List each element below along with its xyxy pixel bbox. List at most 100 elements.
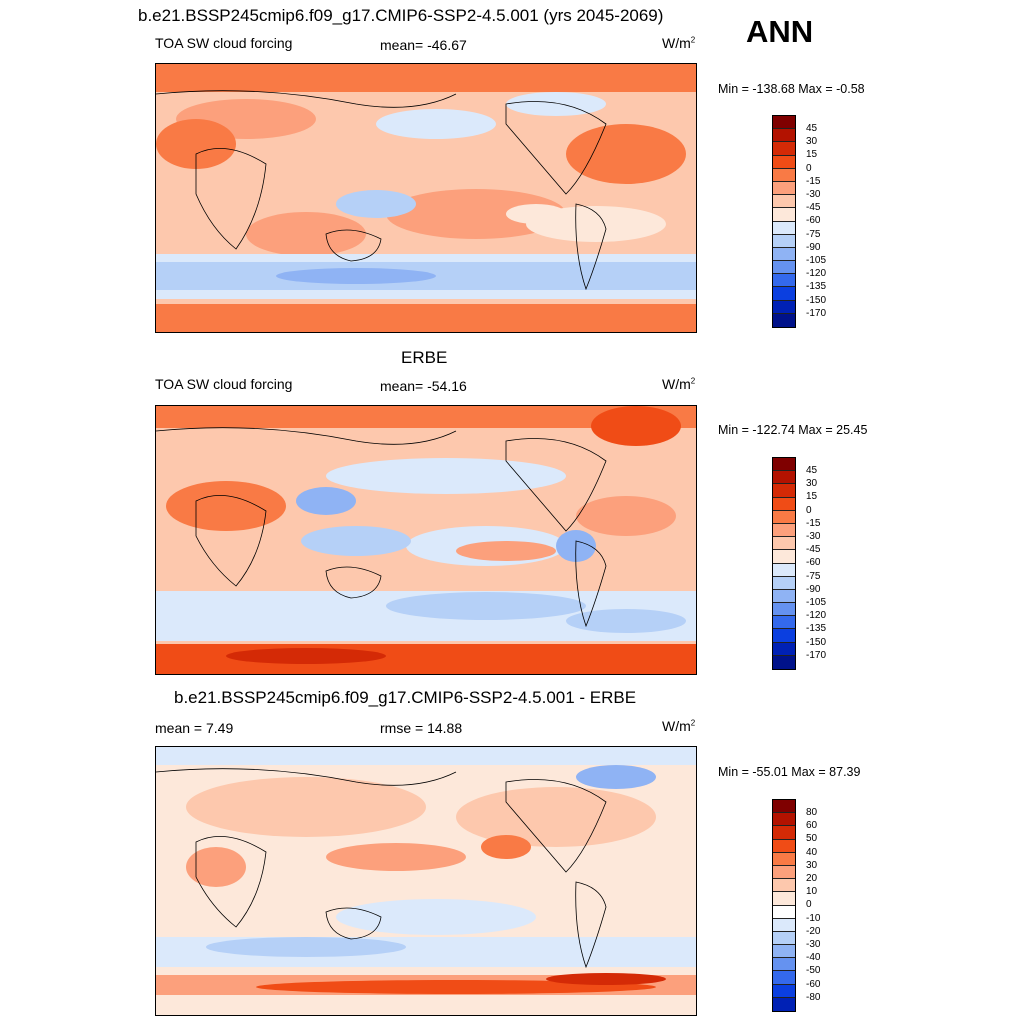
panel3-units: W/m2 <box>662 718 696 734</box>
panel1-colorbar-cell <box>773 261 795 275</box>
panel1-mean-label: mean= -46.67 <box>380 37 467 53</box>
panel2-tick: -170 <box>806 649 827 661</box>
panel2-title: ERBE <box>401 348 448 367</box>
panel2-colorbar-cell <box>773 497 795 511</box>
panel1-minmax: Min = -138.68 Max = -0.58 <box>718 82 865 96</box>
panel1-map <box>155 63 697 333</box>
panel3-colorbar-cell <box>773 931 795 946</box>
panel2-tick: 0 <box>806 504 812 516</box>
panel3-colorbar-cell <box>773 813 795 827</box>
panel2-tick: -75 <box>806 570 821 582</box>
panel3-tick: -30 <box>806 939 821 950</box>
panel1-tick: -120 <box>806 268 827 280</box>
panel3-colorbar-cell <box>773 892 795 906</box>
panel2-units: W/m2 <box>662 376 696 392</box>
panel1-colorbar-cell <box>773 195 795 209</box>
panel1-colorbar-cell <box>773 142 795 156</box>
panel1-colorbar-cell <box>773 287 795 301</box>
panel3-colorbar-cell <box>773 826 795 840</box>
panel1-tick: -150 <box>806 294 827 306</box>
panel3-colorbar-cell <box>773 918 795 932</box>
panel3-tick: 60 <box>806 820 818 832</box>
panel3-tick: 10 <box>806 886 818 898</box>
panel2-colorbar-cell <box>773 563 795 577</box>
panel1-tick: -30 <box>806 189 821 200</box>
panel2-minmax: Min = -122.74 Max = 25.45 <box>718 423 868 437</box>
panel1-tick: 0 <box>806 162 812 174</box>
panel2-colorbar-cell <box>773 550 795 564</box>
panel1-colorbar <box>772 115 796 328</box>
panel3-tick: 20 <box>806 873 818 884</box>
panel3-colorbar-cell <box>773 997 795 1011</box>
panel2-colorbar-cell <box>773 576 795 590</box>
panel2-tick: -120 <box>806 610 827 622</box>
panel3-colorbar-cell <box>773 971 795 985</box>
panel1-tick: -75 <box>806 228 821 240</box>
panel2-tick: -30 <box>806 531 821 542</box>
panel1-tick: -90 <box>806 241 821 253</box>
panel3-colorbar-cell <box>773 905 795 919</box>
panel1-colorbar-cell <box>773 181 795 196</box>
panel1-tick: -105 <box>806 255 827 266</box>
panel3-map <box>155 746 697 1016</box>
panel2-tick: 30 <box>806 478 818 490</box>
panel3-tick: 40 <box>806 846 818 858</box>
panel2-mean-label: mean= -54.16 <box>380 378 467 394</box>
panel2-colorbar-cell <box>773 471 795 485</box>
panel2-colorbar-cell <box>773 629 795 643</box>
panel1-units: W/m2 <box>662 35 696 51</box>
panel1-tick: -45 <box>806 202 821 214</box>
panel1-colorbar-cell <box>773 221 795 235</box>
panel1-title: b.e21.BSSP245cmip6.f09_g17.CMIP6-SSP2-4.… <box>138 6 664 25</box>
panel3-colorbar <box>772 799 796 1012</box>
panel2-colorbar-cell <box>773 603 795 617</box>
panel1-colorbar-cell <box>773 129 795 143</box>
panel3-colorbar-cell <box>773 958 795 972</box>
panel3-tick: -20 <box>806 925 821 937</box>
panel2-colorbar-cell <box>773 484 795 498</box>
panel3-rmse-label: rmse = 14.88 <box>380 720 463 736</box>
panel2-colorbar-cell <box>773 616 795 630</box>
panel3-colorbar-cell <box>773 800 795 814</box>
panel1-tick: 15 <box>806 149 818 161</box>
panel1-tick: -135 <box>806 281 827 293</box>
panel1-colorbar-cell <box>773 168 795 182</box>
panel3-tick: -80 <box>806 991 821 1003</box>
panel2-colorbar <box>772 457 796 670</box>
panel3-tick: 80 <box>806 807 818 818</box>
panel2-colorbar-cell <box>773 655 795 669</box>
panel2-tick: -45 <box>806 544 821 556</box>
panel2-tick: 15 <box>806 491 818 503</box>
panel1-colorbar-cell <box>773 274 795 288</box>
panel2-tick: -15 <box>806 517 821 529</box>
panel1-tick: -170 <box>806 307 827 319</box>
panel3-tick: 50 <box>806 833 818 845</box>
panel1-colorbar-cell <box>773 234 795 248</box>
panel2-colorbar-cell <box>773 642 795 656</box>
panel1-tick: 30 <box>806 136 818 148</box>
panel1-colorbar-cell <box>773 116 795 130</box>
panel3-colorbar-cell <box>773 879 795 893</box>
panel2-tick: -90 <box>806 583 821 595</box>
panel3-tick: -10 <box>806 912 821 924</box>
panel3-colorbar-cell <box>773 852 795 866</box>
panel2-tick: -105 <box>806 597 827 608</box>
panel3-tick: 30 <box>806 859 818 871</box>
panel1-colorbar-cell <box>773 313 795 327</box>
panel1-tick: -15 <box>806 175 821 187</box>
panel2-colorbar-cell <box>773 523 795 538</box>
panel1-colorbar-cell <box>773 300 795 314</box>
panel3-tick: -50 <box>806 965 821 977</box>
panel2-tick: 45 <box>806 465 818 476</box>
panel3-tick: -40 <box>806 952 821 964</box>
panel1-colorbar-cell <box>773 155 795 169</box>
panel2-tick: -150 <box>806 636 827 648</box>
panel2-colorbar-cell <box>773 458 795 472</box>
panel3-minmax: Min = -55.01 Max = 87.39 <box>718 765 861 779</box>
panel3-colorbar-cell <box>773 945 795 959</box>
panel2-tick: -60 <box>806 557 821 569</box>
panel3-tick: -60 <box>806 978 821 990</box>
panel3-colorbar-cell <box>773 865 795 880</box>
panel3-tick: 0 <box>806 899 812 911</box>
season-label: ANN <box>746 14 814 49</box>
